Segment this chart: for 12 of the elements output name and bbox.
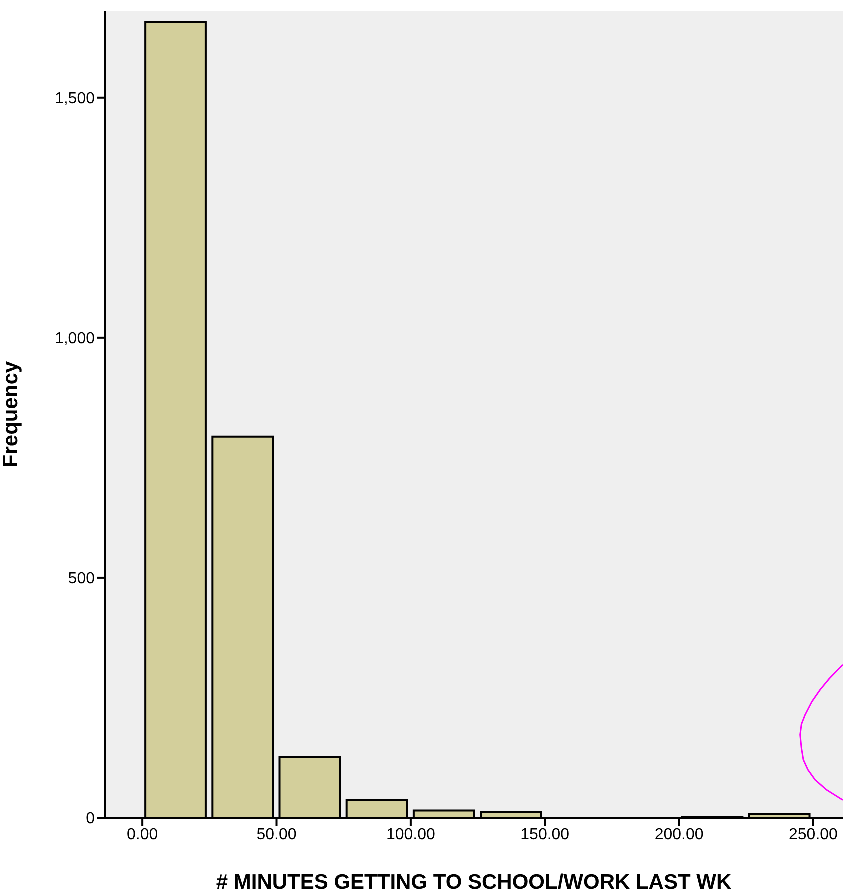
x-axis-title: # MINUTES GETTING TO SCHOOL/WORK LAST WK [216,871,732,893]
x-tick-label: 100.00 [386,826,436,844]
x-tick-label: 200.00 [654,826,704,844]
y-tick-label: 1,500 [54,90,96,108]
y-tick-label: 500 [68,570,96,588]
x-tick-label: 0.00 [127,826,158,844]
x-tick-label: 250.00 [789,826,838,844]
y-tick-label: 0 [86,810,96,828]
y-axis-title: Frequency [0,361,22,468]
x-tick-label: 150.00 [520,826,570,844]
x-tick-label: 50.00 [256,826,297,844]
y-tick-label: 1,000 [54,330,96,348]
